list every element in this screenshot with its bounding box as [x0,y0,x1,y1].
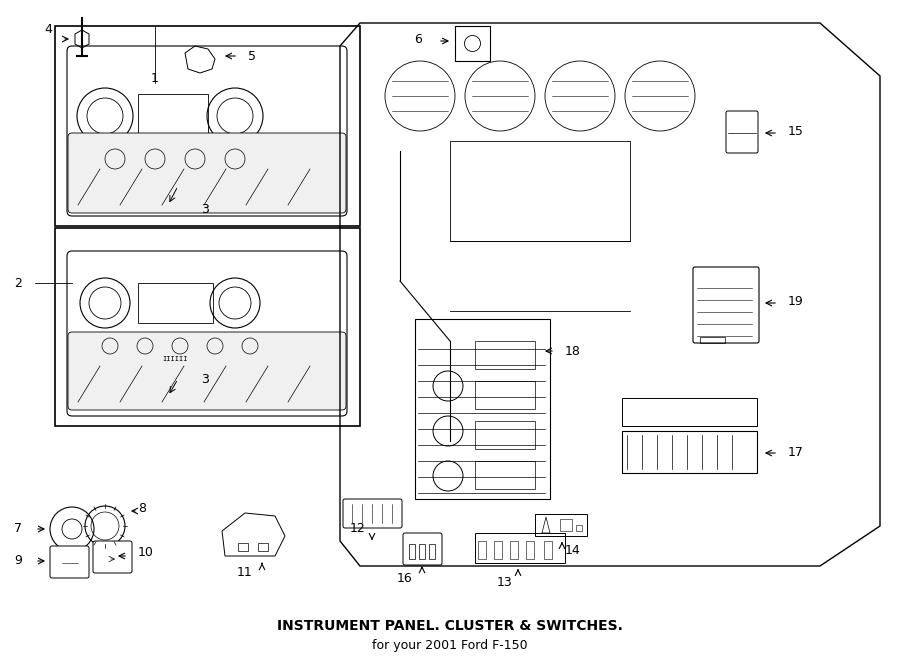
Text: 16: 16 [397,572,413,586]
FancyBboxPatch shape [68,133,346,213]
Bar [622,431,757,473]
Text: 17: 17 [788,446,804,459]
FancyBboxPatch shape [343,499,402,528]
Bar [475,421,535,449]
Bar [622,398,757,426]
FancyBboxPatch shape [693,267,759,343]
Bar [478,541,486,559]
Text: 9: 9 [14,555,22,568]
Bar [510,541,518,559]
Bar [475,461,535,489]
Text: 15: 15 [788,124,804,137]
FancyBboxPatch shape [68,332,346,410]
Bar [475,341,535,369]
FancyBboxPatch shape [726,111,758,153]
Text: 18: 18 [565,344,581,358]
FancyBboxPatch shape [50,546,89,578]
Bar [238,543,248,551]
Text: IIIIII: IIIIII [162,356,188,362]
Text: 19: 19 [788,295,804,307]
Bar [560,519,572,531]
Text: 5: 5 [248,50,256,63]
FancyBboxPatch shape [403,533,442,565]
Bar [700,337,725,343]
Bar [544,541,552,559]
FancyBboxPatch shape [67,46,347,216]
Bar [138,283,213,323]
Text: 11: 11 [237,566,253,580]
Bar [475,533,565,563]
FancyBboxPatch shape [67,251,347,416]
Bar [576,525,582,531]
Bar [409,544,415,559]
Text: 12: 12 [350,522,366,535]
Bar [55,26,360,226]
Text: 7: 7 [14,522,22,535]
Text: 3: 3 [201,202,209,215]
Text: INSTRUMENT PANEL. CLUSTER & SWITCHES.: INSTRUMENT PANEL. CLUSTER & SWITCHES. [277,619,623,633]
Bar [455,26,490,61]
Bar [475,381,535,409]
Bar [415,319,550,499]
Text: 6: 6 [414,32,422,46]
Bar [55,228,360,426]
Text: 1: 1 [151,73,159,85]
Text: 13: 13 [497,576,513,590]
Text: 3: 3 [201,373,209,385]
Text: 8: 8 [138,502,146,516]
Bar [535,514,587,536]
Bar [419,544,425,559]
FancyBboxPatch shape [93,541,132,573]
Text: 4: 4 [44,22,52,36]
Bar [450,141,630,241]
Text: for your 2001 Ford F-150: for your 2001 Ford F-150 [373,639,527,652]
Bar [526,541,534,559]
Bar [494,541,502,559]
Text: 10: 10 [138,547,154,559]
Bar [138,94,208,139]
Text: 14: 14 [565,545,581,557]
Bar [258,543,268,551]
Bar [429,544,435,559]
Text: 2: 2 [14,276,22,290]
